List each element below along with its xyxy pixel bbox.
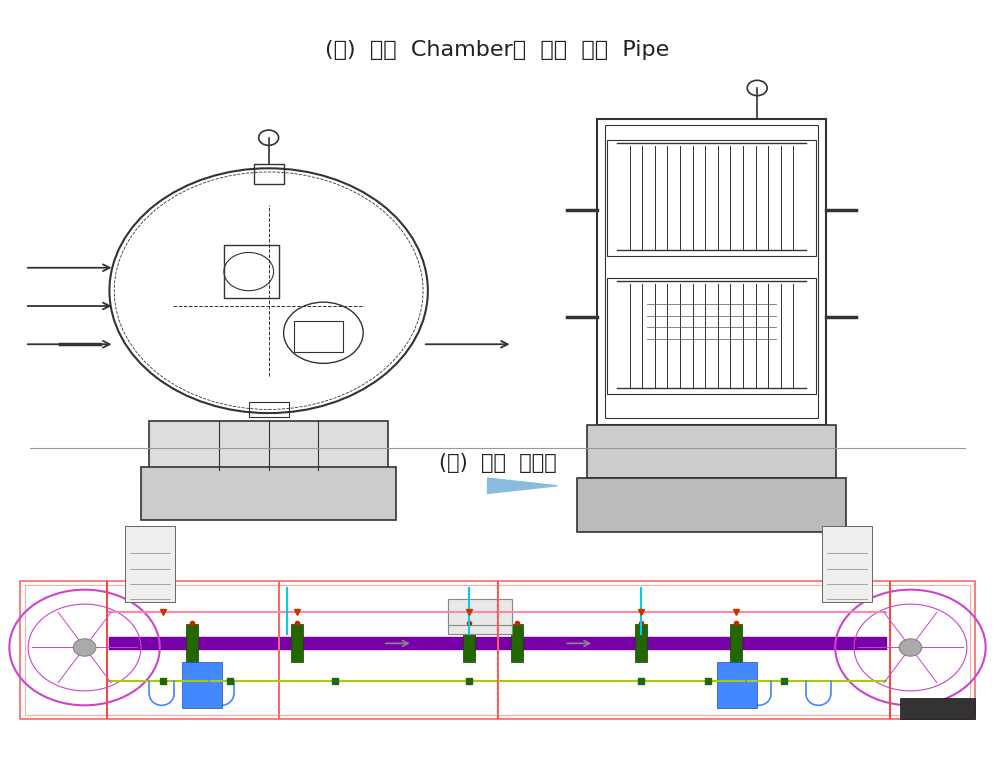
Circle shape bbox=[74, 639, 95, 656]
Bar bbox=[248, 402, 288, 417]
Bar bbox=[293, 321, 343, 352]
Bar bbox=[462, 624, 474, 662]
Bar bbox=[606, 140, 815, 256]
Bar bbox=[604, 125, 817, 418]
Bar bbox=[253, 164, 283, 184]
Bar bbox=[497, 581, 499, 719]
Bar bbox=[634, 624, 646, 662]
Bar bbox=[510, 624, 522, 662]
Bar bbox=[125, 526, 175, 602]
Text: (가)  가류  Chamber와  다중  가열  Pipe: (가) 가류 Chamber와 다중 가열 Pipe bbox=[325, 40, 669, 60]
Text: (나)  전체  개략도: (나) 전체 개략도 bbox=[438, 453, 556, 473]
Bar bbox=[224, 245, 278, 298]
Polygon shape bbox=[487, 478, 557, 493]
Bar bbox=[900, 698, 974, 719]
Bar bbox=[149, 421, 388, 470]
Bar bbox=[606, 278, 815, 394]
Bar bbox=[141, 467, 396, 520]
Bar bbox=[277, 581, 279, 719]
Bar bbox=[186, 624, 198, 662]
Bar bbox=[182, 662, 222, 708]
Bar bbox=[889, 581, 891, 719]
Bar bbox=[447, 607, 512, 633]
Bar bbox=[596, 119, 825, 425]
Bar bbox=[717, 662, 756, 708]
Bar bbox=[25, 585, 969, 715]
Bar bbox=[105, 581, 107, 719]
Circle shape bbox=[899, 639, 920, 656]
Bar bbox=[821, 526, 871, 602]
Bar bbox=[290, 624, 302, 662]
Bar bbox=[20, 581, 974, 719]
Bar bbox=[586, 425, 835, 478]
Bar bbox=[577, 478, 845, 532]
Bar bbox=[447, 599, 512, 626]
Bar bbox=[730, 624, 742, 662]
